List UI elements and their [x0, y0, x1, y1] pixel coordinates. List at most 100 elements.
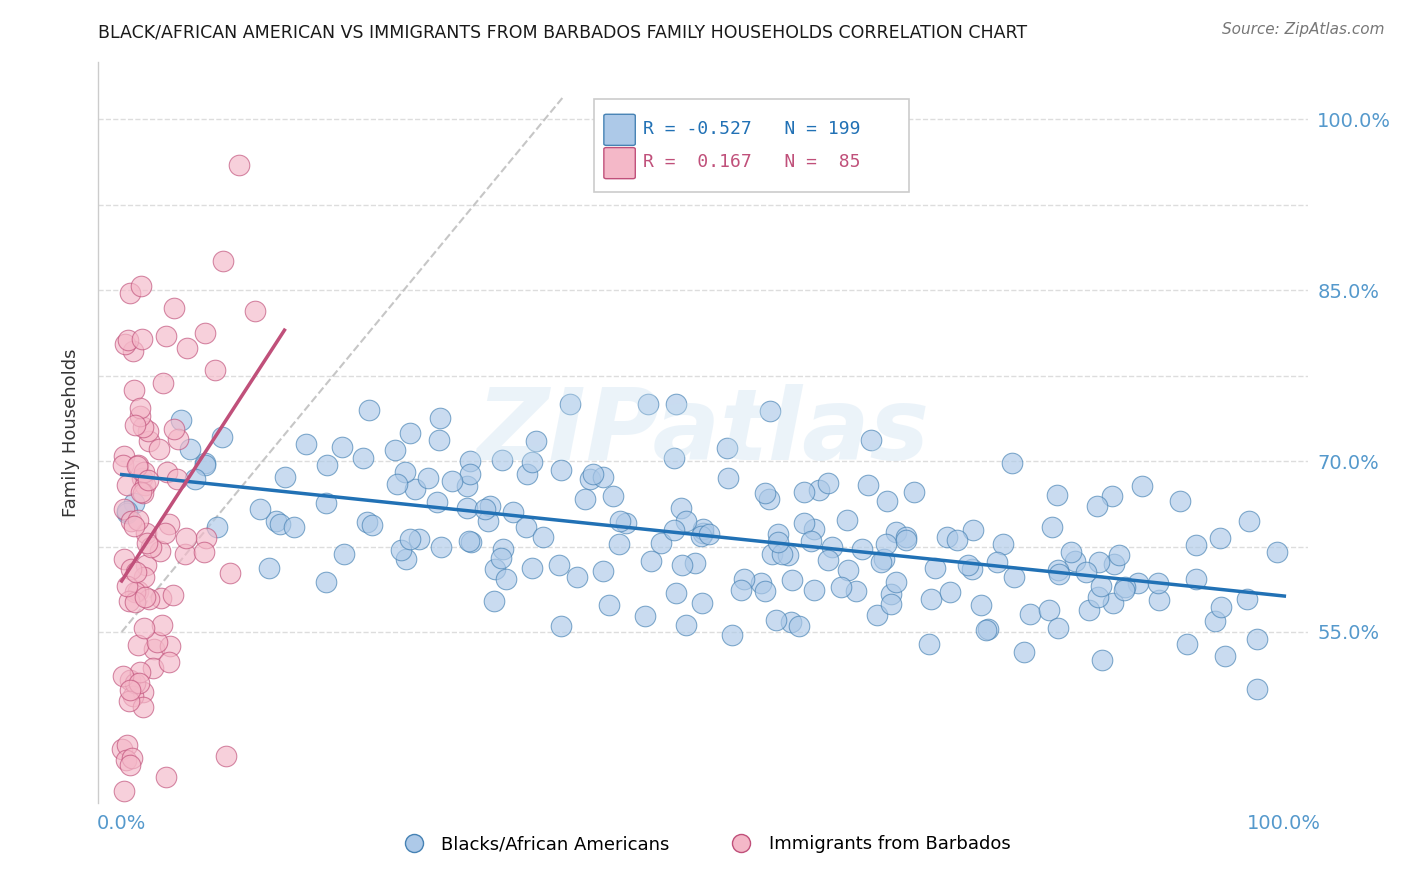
- Point: [125, 458, 148, 473]
- Point: [1091, 653, 1114, 667]
- Point: [780, 573, 803, 587]
- Point: [851, 542, 873, 557]
- Point: [120, 562, 142, 576]
- Point: [1060, 544, 1083, 558]
- Point: [138, 591, 160, 606]
- Point: [124, 585, 146, 599]
- Point: [215, 748, 238, 763]
- Point: [502, 505, 524, 519]
- Point: [205, 520, 228, 534]
- Point: [176, 341, 198, 355]
- Point: [131, 470, 153, 484]
- Point: [429, 540, 451, 554]
- Y-axis label: Family Households: Family Households: [62, 349, 80, 516]
- Point: [124, 675, 146, 690]
- Point: [150, 618, 173, 632]
- Point: [135, 558, 157, 572]
- Point: [418, 470, 440, 484]
- Point: [1101, 489, 1123, 503]
- Point: [136, 424, 159, 438]
- Point: [474, 501, 496, 516]
- Point: [243, 303, 266, 318]
- Point: [567, 570, 589, 584]
- Point: [558, 397, 581, 411]
- Point: [128, 676, 150, 690]
- Point: [582, 467, 605, 482]
- Point: [607, 537, 630, 551]
- Point: [315, 575, 337, 590]
- Point: [780, 615, 803, 629]
- Point: [134, 466, 156, 480]
- Point: [884, 574, 907, 589]
- Point: [866, 608, 889, 623]
- Point: [129, 401, 152, 415]
- Point: [204, 363, 226, 377]
- Point: [155, 771, 177, 785]
- Point: [457, 533, 479, 548]
- Point: [880, 597, 903, 611]
- Point: [592, 470, 614, 484]
- FancyBboxPatch shape: [603, 114, 636, 145]
- Point: [120, 758, 142, 772]
- Point: [637, 397, 659, 411]
- Point: [675, 515, 697, 529]
- Point: [754, 583, 776, 598]
- Point: [977, 622, 1000, 636]
- Point: [121, 751, 143, 765]
- Point: [274, 470, 297, 484]
- Point: [122, 519, 145, 533]
- Point: [671, 558, 693, 572]
- Text: ZIPatlas: ZIPatlas: [477, 384, 929, 481]
- Point: [574, 491, 596, 506]
- Point: [1047, 621, 1070, 635]
- Point: [671, 500, 693, 515]
- Point: [1130, 479, 1153, 493]
- Point: [793, 516, 815, 530]
- FancyBboxPatch shape: [603, 147, 636, 178]
- Point: [548, 558, 571, 572]
- Point: [384, 442, 406, 457]
- Point: [1213, 648, 1236, 663]
- Point: [131, 685, 153, 699]
- Point: [1236, 591, 1258, 606]
- Point: [142, 642, 165, 657]
- Point: [685, 557, 707, 571]
- Point: [602, 489, 624, 503]
- Point: [837, 513, 859, 527]
- Point: [531, 530, 554, 544]
- Point: [211, 430, 233, 444]
- Point: [212, 254, 235, 268]
- Point: [125, 565, 148, 579]
- Point: [592, 564, 614, 578]
- Point: [1064, 553, 1087, 567]
- Point: [167, 432, 190, 446]
- Point: [460, 535, 482, 549]
- Point: [357, 403, 380, 417]
- Point: [1209, 600, 1232, 615]
- Point: [876, 494, 898, 508]
- Point: [522, 455, 544, 469]
- Point: [766, 527, 789, 541]
- Point: [956, 558, 979, 572]
- Point: [640, 554, 662, 568]
- Point: [772, 547, 794, 561]
- Point: [166, 472, 188, 486]
- Point: [458, 467, 481, 481]
- Point: [489, 551, 512, 566]
- Point: [157, 516, 180, 531]
- Point: [609, 514, 631, 528]
- Point: [136, 536, 159, 550]
- Point: [249, 501, 271, 516]
- Point: [1147, 576, 1170, 591]
- Point: [1239, 515, 1261, 529]
- Point: [793, 484, 815, 499]
- Point: [516, 467, 538, 481]
- Point: [935, 530, 957, 544]
- Point: [162, 588, 184, 602]
- Point: [716, 441, 738, 455]
- Point: [938, 585, 960, 599]
- Point: [880, 587, 903, 601]
- Point: [524, 434, 547, 448]
- Point: [633, 609, 655, 624]
- Point: [1001, 457, 1024, 471]
